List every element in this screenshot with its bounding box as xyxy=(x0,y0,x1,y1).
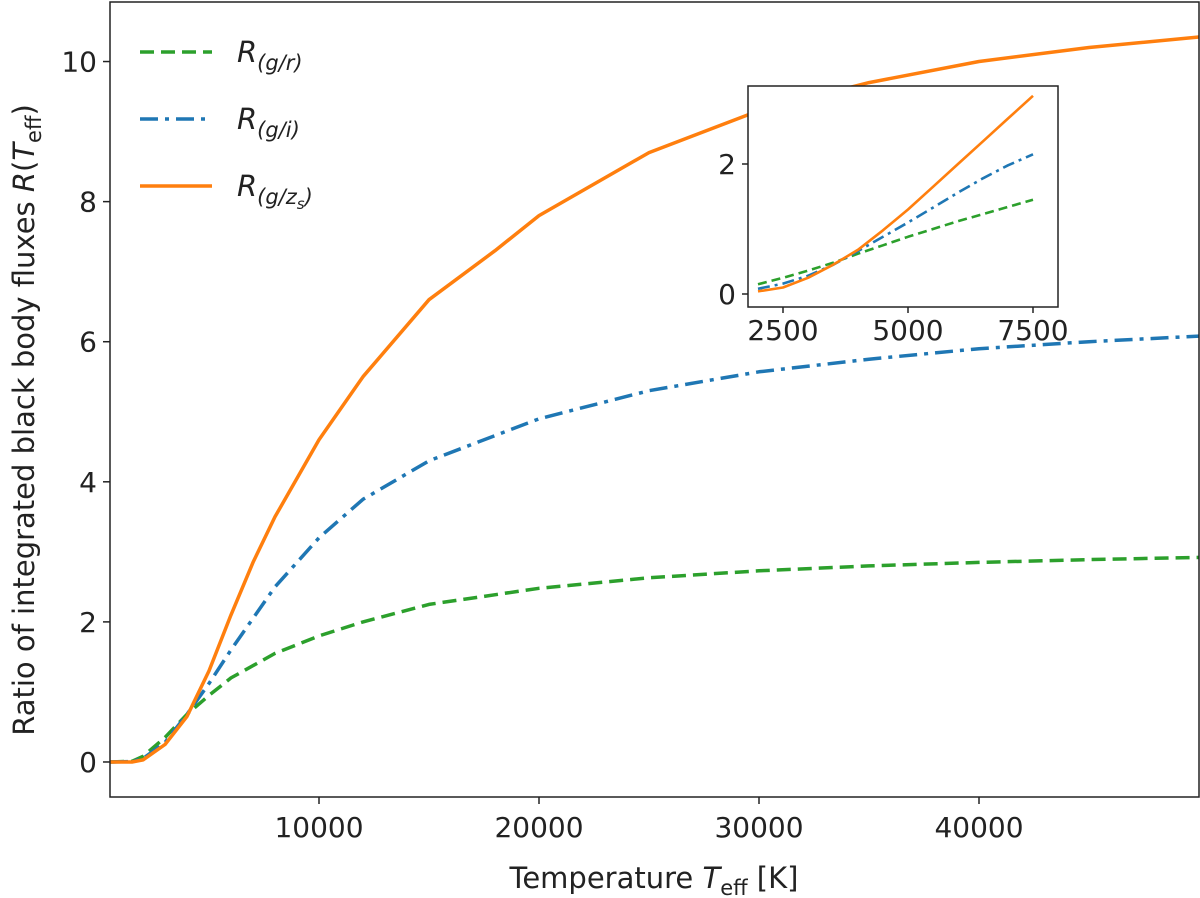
legend-label-subscript: (g/r) xyxy=(257,51,302,75)
legend-label-symbol: R xyxy=(237,35,257,69)
inset-background xyxy=(748,86,1058,307)
y-tick-label: 10 xyxy=(61,46,97,79)
x-axis-label: Temperature Teff [K] xyxy=(509,861,799,898)
y-axis-label-open-paren: ( xyxy=(7,161,41,172)
inset-plot-frame xyxy=(747,85,1059,308)
legend-label-symbol: R xyxy=(237,169,257,203)
series-line-0 xyxy=(109,555,1200,764)
y-axis-label-close-paren: ) xyxy=(7,104,41,115)
y-axis-label-text: Ratio of integrated black body fluxes xyxy=(7,192,41,736)
y-axis-label: Ratio of integrated black body fluxes R(… xyxy=(7,104,46,736)
legend: R(g/r)R(g/i)R(g/zs) xyxy=(140,35,313,213)
legend-label-subsubscript: s xyxy=(297,195,305,213)
legend-label-subscript: (g/z xyxy=(257,185,298,209)
y-tick-label: 8 xyxy=(79,186,97,219)
inset-plot: 2500 5000 7500 0 2 xyxy=(718,85,1069,347)
x-tick-label: 30000 xyxy=(714,811,803,844)
y-tick-label: 6 xyxy=(79,326,97,359)
x-axis-label-subscript: eff xyxy=(720,876,748,898)
y-tick-label: 0 xyxy=(79,746,97,779)
legend-label-0: R(g/r) xyxy=(237,35,303,75)
y-axis-label-symbol: R xyxy=(7,172,41,192)
main-axes-frame xyxy=(109,1,1200,798)
y-tick-label: 4 xyxy=(79,466,97,499)
x-tick-label: 40000 xyxy=(934,811,1023,844)
legend-label-subscript: (g/i) xyxy=(257,118,300,142)
inset-series-line-2 xyxy=(757,94,1034,293)
inset-x-tick-label: 5000 xyxy=(872,314,943,347)
series-line-1 xyxy=(109,334,1200,764)
main-plot-frame xyxy=(109,1,1200,798)
legend-label-symbol: R xyxy=(237,102,257,136)
inset-y-tick-label: 0 xyxy=(718,278,736,311)
y-axis-label-subscript: eff xyxy=(22,115,46,143)
inset-x-tick-label: 2500 xyxy=(747,314,818,347)
inset-x-tick-label: 7500 xyxy=(997,314,1068,347)
legend-label-1: R(g/i) xyxy=(237,102,300,142)
x-axis-label-symbol: T xyxy=(702,861,722,895)
inset-series-line-0 xyxy=(757,198,1034,286)
legend-label-close-paren: ) xyxy=(303,185,313,209)
legend-label-2: R(g/zs) xyxy=(237,169,313,213)
x-axis-label-text: Temperature xyxy=(509,861,703,895)
x-tick-label: 10000 xyxy=(274,811,363,844)
y-axis-label-symbol-t: T xyxy=(7,141,41,161)
inset-series-line-1 xyxy=(757,153,1034,291)
x-tick-label: 20000 xyxy=(494,811,583,844)
main-ticks: 10000 20000 30000 40000 0 2 4 6 8 10 xyxy=(61,46,1023,844)
y-tick-label: 2 xyxy=(79,606,97,639)
inset-y-tick-label: 2 xyxy=(718,148,736,181)
x-axis-label-unit: [K] xyxy=(748,861,799,895)
